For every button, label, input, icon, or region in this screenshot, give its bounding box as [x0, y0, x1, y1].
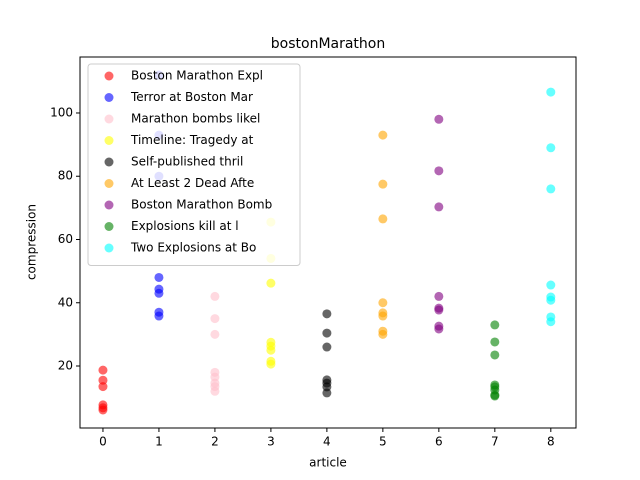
scatter-point [322, 342, 332, 352]
scatter-point [210, 314, 220, 324]
scatter-point [434, 166, 444, 176]
scatter-point [434, 202, 444, 212]
scatter-point [490, 320, 500, 330]
scatter-point [154, 272, 164, 282]
scatter-point [210, 291, 220, 301]
legend-marker [104, 114, 114, 124]
scatter-point [546, 87, 556, 97]
legend-box [87, 63, 301, 266]
scatter-point [98, 365, 108, 375]
legend-marker [104, 243, 114, 253]
legend-label: Terror at Boston Mar [130, 90, 253, 104]
x-tick-label: 5 [379, 435, 387, 449]
x-axis-label: article [309, 456, 347, 470]
scatter-point [490, 350, 500, 360]
scatter-point [378, 179, 388, 189]
scatter-point [266, 359, 276, 369]
scatter-point [378, 130, 388, 140]
legend-label: Boston Marathon Bomb [131, 198, 272, 212]
x-tick-label: 8 [547, 435, 555, 449]
scatter-point [322, 388, 332, 398]
scatter-point [546, 280, 556, 290]
legend-marker [104, 157, 114, 167]
scatter-point [98, 382, 108, 392]
legend-marker [104, 179, 114, 188]
scatter-point [434, 291, 444, 301]
x-tick-label: 2 [211, 435, 219, 449]
y-tick-label: 100 [50, 105, 73, 119]
y-tick-label: 20 [58, 359, 73, 373]
scatter-point [266, 345, 276, 355]
y-tick-label: 40 [58, 295, 73, 309]
scatter-point [490, 337, 500, 347]
scatter-point [378, 214, 388, 224]
plot-frame [79, 56, 577, 429]
x-tick-label: 7 [491, 435, 499, 449]
scatter-point [546, 184, 556, 194]
scatter-point [98, 405, 108, 415]
scatter-point [154, 311, 164, 321]
scatter-point [434, 305, 444, 315]
scatter-point [378, 298, 388, 308]
scatter-point [490, 391, 500, 401]
scatter-point [210, 386, 220, 396]
scatter-point [434, 114, 444, 124]
scatter-point [378, 311, 388, 321]
x-tick-label: 0 [99, 435, 107, 449]
x-tick-label: 3 [267, 435, 275, 449]
legend-label: Explosions kill at l [131, 219, 239, 233]
legend-marker [104, 136, 114, 145]
legend-label: Timeline: Tragedy at [130, 133, 254, 147]
scatter-point [378, 329, 388, 339]
scatter-point [434, 324, 444, 334]
scatter-point [322, 309, 332, 319]
scatter-point [266, 278, 276, 288]
scatter-point [98, 375, 108, 385]
x-tick-label: 1 [155, 435, 163, 449]
y-axis-label: compression [25, 204, 39, 280]
scatter-point [210, 329, 220, 339]
y-tick-label: 80 [58, 169, 73, 183]
chart-title: bostonMarathon [271, 36, 385, 52]
legend-label: Two Explosions at Bo [130, 241, 256, 255]
x-tick-label: 6 [435, 435, 443, 449]
legend-label: Marathon bombs likel [131, 112, 260, 126]
plot-points [98, 70, 556, 415]
legend-marker [104, 200, 114, 210]
scatter-point [546, 317, 556, 327]
legend-label: Boston Marathon Expl [131, 69, 263, 83]
legend-marker [104, 71, 114, 81]
legend: Boston Marathon Expl Terror at Boston Mar… [87, 63, 301, 266]
y-tick-label: 60 [58, 232, 73, 246]
legend-marker [104, 93, 114, 102]
scatter-point [546, 295, 556, 305]
legend-label: Self-published thril [131, 155, 243, 169]
scatter-point [546, 143, 556, 153]
legend-label: At Least 2 Dead Afte [131, 176, 254, 190]
scatter-point [154, 288, 164, 298]
legend-marker [104, 222, 114, 231]
scatter-point [322, 328, 332, 338]
x-tick-label: 4 [323, 435, 331, 449]
